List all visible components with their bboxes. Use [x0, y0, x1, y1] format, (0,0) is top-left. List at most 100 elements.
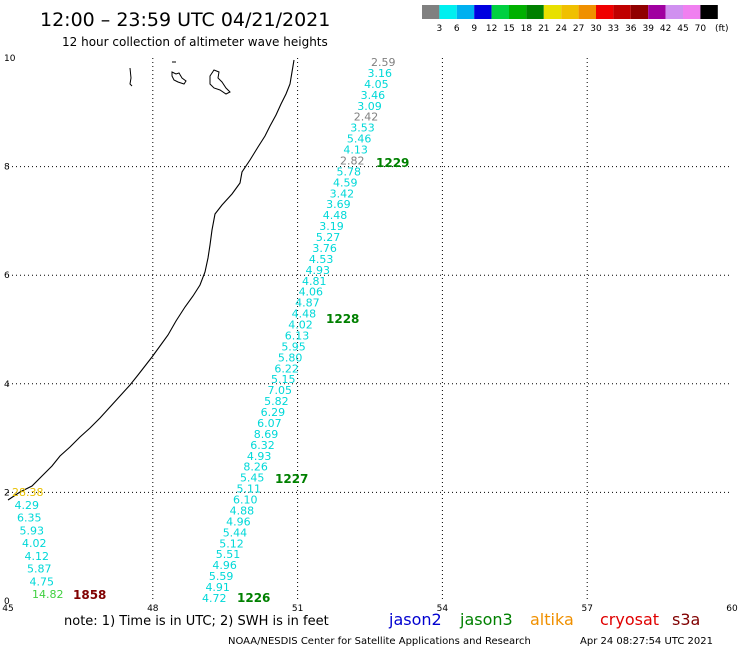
colorbar-swatch [456, 5, 475, 19]
wave-height-value: 4.96 [226, 515, 251, 528]
track-a-values: 2.593.164.053.463.092.423.535.464.132.82… [202, 56, 396, 605]
wave-height-value: 6.07 [257, 417, 282, 430]
y-axis-ticks: 0 2 4 6 8 10 [4, 54, 16, 607]
colorbar-swatch [648, 5, 666, 19]
x-tick-label: 48 [147, 604, 159, 614]
time-label-1228: 1228 [326, 312, 359, 326]
colorbar-swatch [509, 5, 527, 19]
wave-height-value: 3.42 [330, 187, 355, 200]
wave-height-value: 6.29 [261, 406, 286, 419]
legend-s3a: s3a [672, 610, 700, 629]
time-label-1858: 1858 [73, 588, 106, 602]
colorbar-label: 21 [538, 24, 549, 34]
colorbar-label: 12 [486, 24, 497, 34]
wave-height-value: 4.02 [288, 319, 313, 332]
wave-height-value: 5.93 [20, 524, 45, 537]
wave-height-value: 8.26 [243, 461, 268, 474]
wave-height-value: 2.82 [340, 154, 365, 167]
wave-height-value: 5.11 [236, 483, 261, 496]
colorbar-label: 30 [590, 24, 602, 34]
wave-height-value: 5.78 [337, 165, 362, 178]
credit-text: NOAA/NESDIS Center for Satellite Applica… [228, 636, 531, 647]
wave-height-value: 5.46 [347, 133, 372, 146]
wave-height-value: 6.32 [250, 439, 274, 452]
colorbar-label: 39 [642, 24, 654, 34]
colorbar-swatch [561, 5, 579, 19]
wave-height-value: 4.75 [30, 575, 55, 588]
wave-height-value: 4.05 [364, 78, 389, 91]
satellite-legend: jason2 jason3 altika cryosat s3a [388, 610, 700, 629]
wave-height-value: 3.19 [319, 220, 344, 233]
colorbar-unit: (ft) [715, 24, 729, 34]
y-tick-label: 0 [4, 597, 10, 607]
wave-height-value: 5.95 [281, 340, 306, 353]
y-tick-label: 10 [4, 54, 16, 64]
colorbar-label: 42 [660, 24, 671, 34]
wave-height-value: 5.80 [278, 351, 303, 364]
colorbar-label: 45 [677, 24, 688, 34]
colorbar-label: 36 [625, 24, 637, 34]
wave-height-value: 4.48 [323, 209, 348, 222]
map-subtitle: 12 hour collection of altimeter wave hei… [62, 35, 328, 49]
wave-height-value: 7.05 [268, 384, 293, 397]
wave-height-value: 5.87 [27, 563, 52, 576]
wave-height-value: 4.06 [299, 286, 324, 299]
wave-height-value: 4.13 [343, 144, 368, 157]
colorbar-label: 15 [503, 24, 514, 34]
y-tick-label: 2 [4, 488, 10, 498]
wave-height-value: 4.12 [25, 550, 50, 563]
wave-height-value: 14.82 [32, 588, 64, 601]
wave-height-value: 4.53 [309, 253, 334, 266]
wave-height-value: 4.72 [202, 592, 227, 605]
wave-height-value: 4.48 [292, 308, 317, 321]
colorbar: 3 6 9 12 15 18 21 24 27 30 33 36 39 42 45 70 (ft) [422, 5, 729, 34]
colorbar-label: 3 [437, 24, 443, 34]
x-tick-label: 57 [581, 604, 592, 614]
wave-height-value: 3.53 [350, 122, 375, 135]
time-label-1227: 1227 [275, 472, 308, 486]
colorbar-swatch [630, 5, 649, 19]
wave-height-value: 5.82 [264, 395, 289, 408]
legend-cryosat: cryosat [600, 610, 659, 629]
colorbar-label: 70 [695, 24, 707, 34]
wave-height-value: 4.02 [22, 537, 47, 550]
wave-height-value: 5.44 [223, 526, 248, 539]
time-label-1229: 1229 [376, 156, 409, 170]
colorbar-swatch [491, 5, 509, 19]
colorbar-swatch [596, 5, 614, 19]
colorbar-swatch [578, 5, 596, 19]
coastline [7, 59, 295, 501]
wave-height-value: 2.59 [371, 56, 396, 69]
wave-height-value: 2.42 [354, 111, 379, 124]
colorbar-label: 27 [573, 24, 584, 34]
wave-height-value: 4.81 [302, 275, 327, 288]
colorbar-swatch [683, 5, 701, 19]
colorbar-swatch [613, 5, 631, 19]
wave-height-value: 5.59 [209, 570, 234, 583]
wave-height-value: 4.29 [15, 499, 40, 512]
wave-height-value: 6.10 [233, 494, 258, 507]
x-axis-ticks: 45 48 51 54 57 60 [2, 604, 738, 614]
wave-height-value: 4.91 [205, 581, 230, 594]
colorbar-label: 6 [454, 24, 460, 34]
wave-height-value: 6.13 [285, 329, 310, 342]
colorbar-swatch [422, 5, 440, 19]
wave-height-value: 4.93 [247, 450, 272, 463]
legend-altika: altika [530, 610, 574, 629]
colorbar-label: 33 [608, 24, 619, 34]
map-title: 12:00 – 23:59 UTC 04/21/2021 [40, 9, 330, 31]
y-tick-label: 8 [4, 163, 10, 173]
wave-height-value: 3.69 [326, 198, 351, 211]
units-note: note: 1) Time is in UTC; 2) SWH is in fe… [64, 614, 329, 629]
wave-height-value: 28.38 [12, 486, 44, 499]
wave-height-value: 6.22 [274, 362, 299, 375]
x-tick-label: 51 [292, 604, 303, 614]
wave-height-value: 3.76 [312, 242, 337, 255]
legend-jason2: jason2 [388, 610, 442, 629]
wave-height-value: 3.16 [368, 67, 393, 80]
wave-height-value: 5.45 [240, 472, 265, 485]
y-tick-label: 6 [4, 271, 10, 281]
x-tick-label: 60 [726, 604, 738, 614]
grid-lines [8, 58, 732, 601]
